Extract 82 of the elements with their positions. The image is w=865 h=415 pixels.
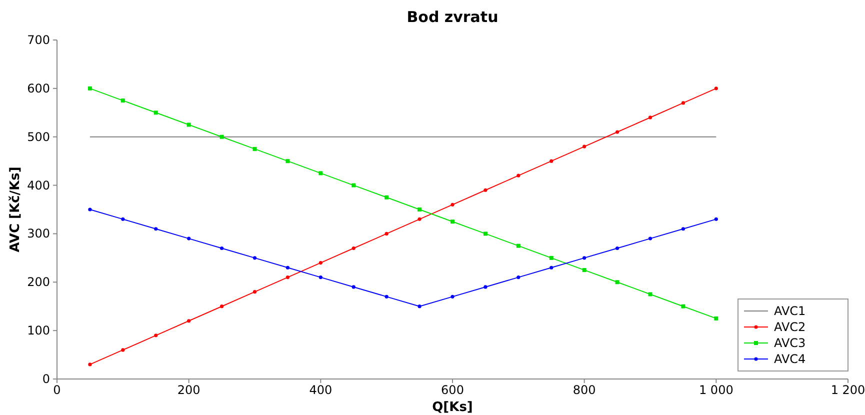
point (516, 276, 520, 280)
point (318, 171, 323, 176)
y-tick-label: 500 (27, 130, 50, 144)
point (220, 134, 224, 139)
point (187, 236, 191, 240)
point (550, 266, 554, 270)
point (88, 86, 92, 90)
point (186, 122, 191, 127)
y-tick-label: 300 (27, 226, 50, 241)
point (681, 304, 686, 308)
point (187, 319, 191, 323)
point (384, 294, 388, 298)
point (252, 256, 257, 260)
point (121, 217, 125, 221)
point (286, 159, 290, 164)
point (516, 174, 520, 178)
point (88, 208, 92, 212)
legend-label: AVC1 (774, 304, 806, 318)
point (714, 316, 718, 320)
point (450, 202, 454, 206)
x-tick-label: 200 (177, 383, 200, 397)
point (352, 183, 356, 188)
x-tick-label: 1 000 (698, 383, 734, 397)
point (681, 227, 686, 231)
y-tick-label: 0 (42, 372, 50, 386)
point (648, 236, 652, 240)
point (154, 227, 158, 231)
point (88, 362, 92, 366)
chart-title: Bod zvratu (406, 8, 498, 26)
x-tick-label: 400 (309, 383, 332, 397)
point (121, 348, 125, 352)
point (450, 294, 454, 298)
point (714, 86, 718, 90)
point (252, 146, 257, 151)
point (648, 292, 652, 296)
legend-label: AVC3 (774, 336, 806, 350)
point (154, 110, 158, 115)
point (714, 217, 718, 221)
point (286, 276, 290, 280)
y-tick-label: 700 (27, 33, 50, 47)
point (418, 304, 422, 308)
x-tick-label: 600 (441, 383, 464, 397)
point (220, 304, 224, 308)
y-tick-label: 600 (27, 81, 50, 96)
point (648, 116, 652, 120)
legend-label: AVC2 (774, 320, 806, 334)
y-tick-label: 200 (27, 275, 50, 290)
point (352, 285, 356, 289)
point (615, 130, 620, 134)
point (582, 268, 586, 272)
point (384, 232, 388, 236)
point (120, 98, 125, 103)
point (550, 159, 554, 163)
point (516, 244, 520, 248)
y-tick-label: 400 (27, 178, 50, 192)
x-tick-label: 800 (572, 383, 596, 397)
point (582, 144, 586, 148)
point (615, 246, 620, 250)
point (154, 334, 158, 338)
y-tick-label: 100 (27, 324, 50, 338)
point (286, 266, 290, 270)
point (220, 246, 224, 250)
point (484, 285, 488, 289)
point (450, 220, 454, 224)
point (615, 280, 620, 284)
x-tick-label: 1 200 (830, 383, 865, 397)
point (352, 246, 356, 250)
point (549, 256, 554, 260)
point (681, 101, 686, 105)
point (252, 290, 257, 294)
point (384, 195, 389, 200)
point (318, 260, 322, 265)
y-axis-title: AVC [Kč/Ks] (8, 166, 23, 252)
point (418, 208, 422, 212)
point (484, 188, 488, 192)
x-tick-label: 0 (53, 383, 61, 397)
legend-label: AVC4 (774, 352, 806, 366)
point (483, 232, 488, 236)
point (318, 276, 322, 280)
point (582, 256, 586, 260)
x-axis-title: Q[Ks] (432, 400, 473, 415)
point (418, 217, 422, 221)
